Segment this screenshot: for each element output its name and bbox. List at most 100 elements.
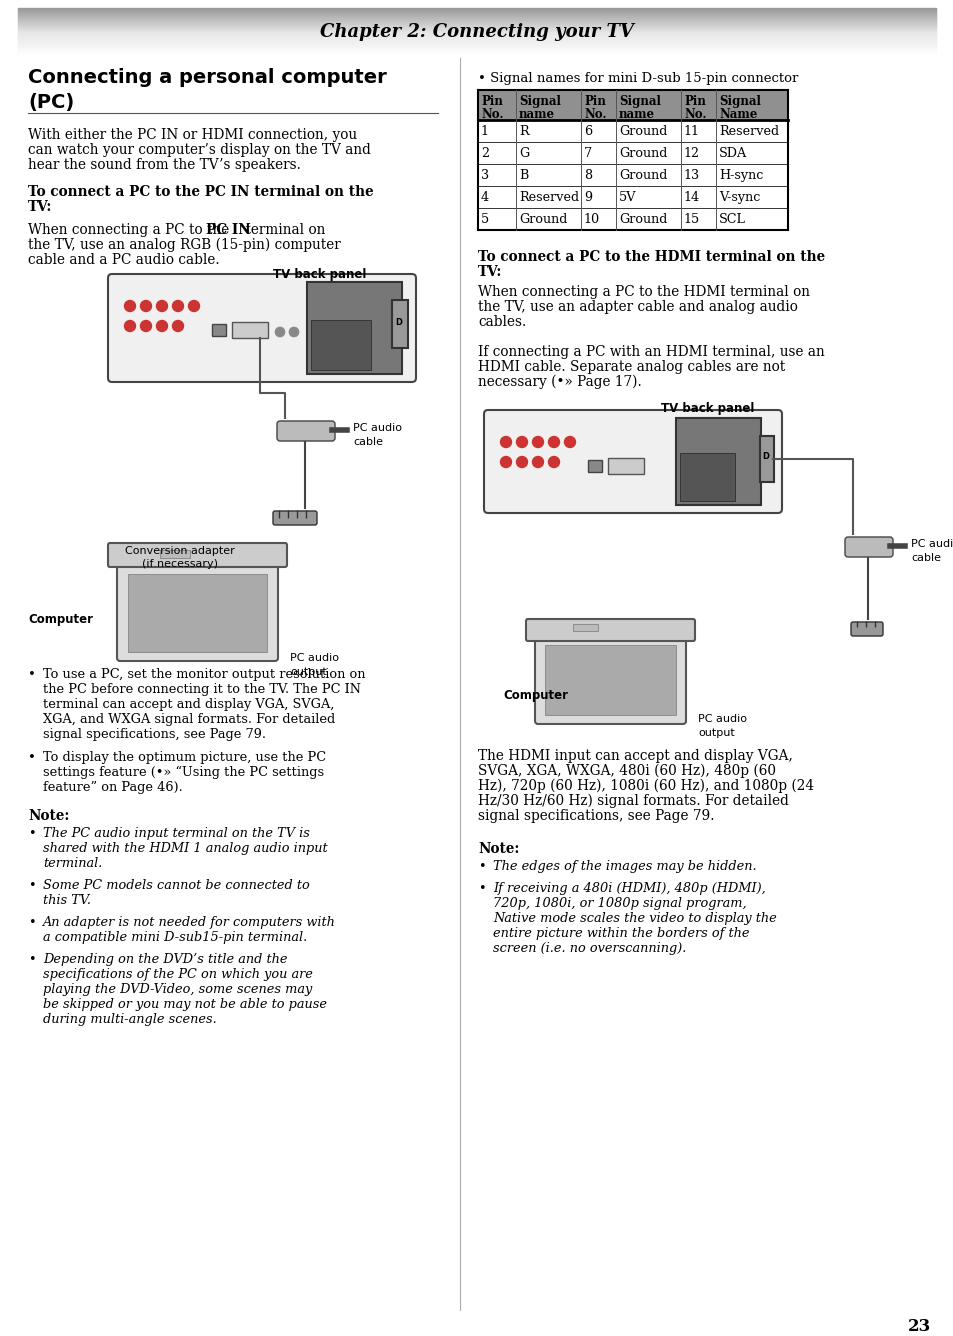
Text: the PC before connecting it to the TV. The PC IN: the PC before connecting it to the TV. T… [43, 683, 360, 696]
FancyBboxPatch shape [276, 421, 335, 441]
Text: cable and a PC audio cable.: cable and a PC audio cable. [28, 253, 219, 267]
Text: •: • [28, 953, 35, 966]
Text: To display the optimum picture, use the PC: To display the optimum picture, use the … [43, 751, 326, 764]
Text: TV:: TV: [28, 200, 52, 214]
Text: •: • [28, 827, 35, 840]
Text: cables.: cables. [477, 315, 526, 329]
Text: D: D [761, 452, 769, 461]
Text: To use a PC, set the monitor output resolution on: To use a PC, set the monitor output reso… [43, 668, 365, 681]
FancyBboxPatch shape [844, 537, 892, 557]
Text: the TV, use an adapter cable and analog audio: the TV, use an adapter cable and analog … [477, 301, 797, 314]
Text: Depending on the DVD’s title and the: Depending on the DVD’s title and the [43, 953, 287, 966]
Text: entire picture within the borders of the: entire picture within the borders of the [493, 927, 749, 941]
Text: If connecting a PC with an HDMI terminal, use an: If connecting a PC with an HDMI terminal… [477, 345, 824, 359]
Text: When connecting a PC to the HDMI terminal on: When connecting a PC to the HDMI termina… [477, 285, 809, 299]
Text: The edges of the images may be hidden.: The edges of the images may be hidden. [493, 860, 756, 872]
Text: 3: 3 [480, 168, 489, 182]
Circle shape [548, 437, 558, 448]
Bar [232, 322, 268, 338]
FancyBboxPatch shape [535, 639, 685, 724]
Circle shape [156, 301, 168, 311]
Text: signal specifications, see Page 79.: signal specifications, see Page 79. [43, 728, 266, 741]
Text: PC audio: PC audio [290, 653, 338, 663]
Circle shape [125, 301, 135, 311]
Text: name: name [518, 108, 555, 122]
Text: The HDMI input can accept and display VGA,: The HDMI input can accept and display VG… [477, 749, 792, 763]
Text: With either the PC IN or HDMI connection, you: With either the PC IN or HDMI connection… [28, 128, 356, 142]
Text: The PC audio input terminal on the TV is: The PC audio input terminal on the TV is [43, 827, 310, 840]
Text: necessary (•» Page 17).: necessary (•» Page 17). [477, 375, 641, 389]
Text: To connect a PC to the HDMI terminal on the: To connect a PC to the HDMI terminal on … [477, 250, 824, 265]
Text: H-sync: H-sync [719, 168, 762, 182]
FancyBboxPatch shape [850, 623, 882, 636]
Text: No.: No. [683, 108, 706, 122]
Text: 10: 10 [583, 212, 599, 226]
Circle shape [289, 327, 298, 337]
Text: Hz), 720p (60 Hz), 1080i (60 Hz), and 1080p (24: Hz), 720p (60 Hz), 1080i (60 Hz), and 10… [477, 779, 813, 794]
Text: PC audio: PC audio [353, 424, 401, 433]
Text: Ground: Ground [618, 126, 667, 138]
FancyBboxPatch shape [273, 510, 316, 525]
Text: during multi-angle scenes.: during multi-angle scenes. [43, 1013, 216, 1026]
Circle shape [189, 301, 199, 311]
Circle shape [274, 327, 285, 337]
Text: When connecting a PC to the: When connecting a PC to the [28, 223, 233, 236]
Text: Reserved: Reserved [518, 191, 578, 204]
Text: cable: cable [910, 553, 940, 562]
Text: feature” on Page 46).: feature” on Page 46). [43, 782, 183, 794]
Text: Note:: Note: [477, 842, 518, 856]
Text: • Signal names for mini D-sub 15-pin connector: • Signal names for mini D-sub 15-pin con… [477, 72, 798, 86]
Bar [477, 120, 787, 142]
Text: TV back panel: TV back panel [660, 402, 754, 415]
Text: this TV.: this TV. [43, 894, 91, 907]
Text: Conversion adapter: Conversion adapter [125, 546, 234, 556]
Text: Name: Name [719, 108, 757, 122]
Text: specifications of the PC on which you are: specifications of the PC on which you ar… [43, 969, 313, 981]
Text: signal specifications, see Page 79.: signal specifications, see Page 79. [477, 810, 714, 823]
Text: XGA, and WXGA signal formats. For detailed: XGA, and WXGA signal formats. For detail… [43, 713, 335, 725]
Text: (PC): (PC) [28, 94, 74, 112]
Circle shape [172, 301, 183, 311]
Text: Ground: Ground [618, 147, 667, 160]
Text: Ground: Ground [618, 168, 667, 182]
Text: Reserved: Reserved [719, 126, 779, 138]
Text: 14: 14 [683, 191, 700, 204]
Circle shape [125, 321, 135, 331]
Text: Some PC models cannot be connected to: Some PC models cannot be connected to [43, 879, 310, 892]
Text: settings feature (•» “Using the PC settings: settings feature (•» “Using the PC setti… [43, 766, 324, 779]
Text: •: • [477, 882, 485, 895]
Text: output: output [698, 728, 734, 737]
Text: playing the DVD-Video, some scenes may: playing the DVD-Video, some scenes may [43, 983, 312, 997]
Text: shared with the HDMI 1 analog audio input: shared with the HDMI 1 analog audio inpu… [43, 842, 327, 855]
Text: Signal: Signal [518, 95, 560, 108]
FancyBboxPatch shape [525, 619, 695, 641]
Bar [760, 436, 773, 482]
Text: terminal on: terminal on [241, 223, 325, 236]
Text: terminal can accept and display VGA, SVGA,: terminal can accept and display VGA, SVG… [43, 697, 334, 711]
Text: 1: 1 [480, 126, 489, 138]
Text: Native mode scales the video to display the: Native mode scales the video to display … [493, 912, 776, 925]
Bar [587, 460, 601, 472]
Text: terminal.: terminal. [43, 856, 102, 870]
Circle shape [516, 437, 527, 448]
Circle shape [172, 321, 183, 331]
Circle shape [564, 437, 575, 448]
Text: •: • [28, 668, 36, 681]
Text: PC audio: PC audio [910, 538, 953, 549]
Bar [679, 453, 734, 501]
Text: can watch your computer’s display on the TV and: can watch your computer’s display on the… [28, 143, 371, 158]
Text: 4: 4 [480, 191, 489, 204]
Text: Connecting a personal computer: Connecting a personal computer [28, 68, 386, 87]
Bar [477, 164, 787, 186]
Text: hear the sound from the TV’s speakers.: hear the sound from the TV’s speakers. [28, 158, 300, 172]
Text: Computer: Computer [28, 613, 92, 627]
Bar [212, 325, 226, 335]
Circle shape [156, 321, 168, 331]
Bar [544, 645, 676, 715]
Bar [477, 90, 787, 120]
FancyBboxPatch shape [117, 565, 277, 661]
Text: •: • [28, 879, 35, 892]
Circle shape [140, 301, 152, 311]
Text: 15: 15 [683, 212, 700, 226]
Text: D: D [395, 318, 402, 327]
